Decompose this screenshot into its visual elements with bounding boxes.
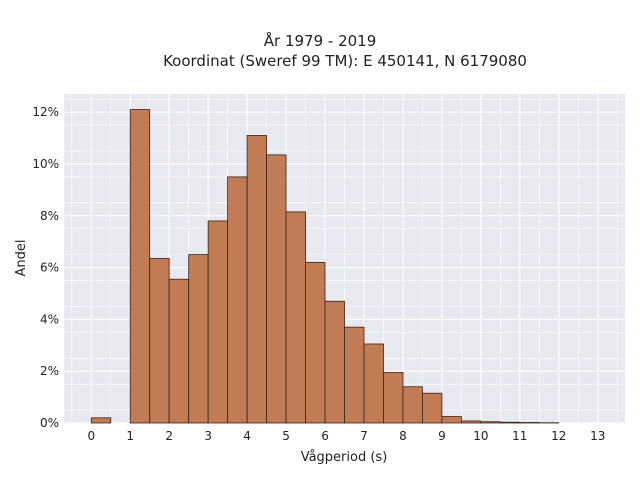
histogram-bar — [345, 327, 364, 423]
x-axis-label: Vågperiod (s) — [301, 450, 388, 465]
chart-title: År 1979 - 2019 — [264, 31, 377, 50]
histogram-bar — [500, 422, 519, 423]
histogram-bar — [383, 372, 402, 423]
histogram-bar — [130, 110, 149, 423]
histogram-bar — [442, 417, 461, 423]
x-tick-label: 1 — [126, 429, 134, 443]
histogram-bar — [364, 344, 383, 423]
x-tick-label: 2 — [165, 429, 173, 443]
x-tick-label: 4 — [243, 429, 251, 443]
y-tick-label: 4% — [40, 312, 59, 326]
histogram-bar — [189, 255, 208, 423]
histogram-bar — [306, 262, 325, 423]
x-tick-label: 6 — [321, 429, 329, 443]
x-tick-label: 5 — [282, 429, 290, 443]
histogram-bar — [150, 259, 169, 424]
histogram-bar — [208, 221, 227, 423]
y-tick-label: 12% — [32, 105, 59, 119]
x-tick-label: 0 — [87, 429, 95, 443]
histogram-bar — [481, 422, 500, 423]
x-tick-label: 9 — [438, 429, 446, 443]
y-tick-label: 6% — [40, 261, 59, 275]
x-tick-label: 3 — [204, 429, 212, 443]
x-tick-label: 10 — [473, 429, 488, 443]
y-axis-label: Andel — [14, 240, 29, 277]
histogram-bar — [403, 387, 422, 423]
x-tick-label: 11 — [512, 429, 527, 443]
histogram-bar — [247, 135, 266, 423]
histogram-bar — [267, 155, 286, 423]
histogram-bar — [91, 418, 110, 423]
histogram-bar — [520, 422, 539, 423]
histogram-bar — [169, 279, 188, 423]
histogram-bar — [325, 301, 344, 423]
histogram-bar — [286, 212, 305, 423]
x-tick-label: 7 — [360, 429, 368, 443]
y-axis-ticks: 0% 2% 4% 6% 8% 10% 12% — [32, 105, 59, 430]
y-tick-label: 10% — [32, 157, 59, 171]
histogram-bar — [461, 421, 480, 423]
y-tick-label: 0% — [40, 416, 59, 430]
chart-subtitle: Koordinat (Sweref 99 TM): E 450141, N 61… — [163, 52, 527, 70]
y-tick-label: 2% — [40, 364, 59, 378]
x-tick-label: 13 — [590, 429, 605, 443]
x-tick-label: 12 — [551, 429, 566, 443]
x-tick-label: 8 — [399, 429, 407, 443]
histogram-bar — [422, 393, 441, 423]
y-tick-label: 8% — [40, 209, 59, 223]
histogram-bar — [228, 177, 247, 423]
